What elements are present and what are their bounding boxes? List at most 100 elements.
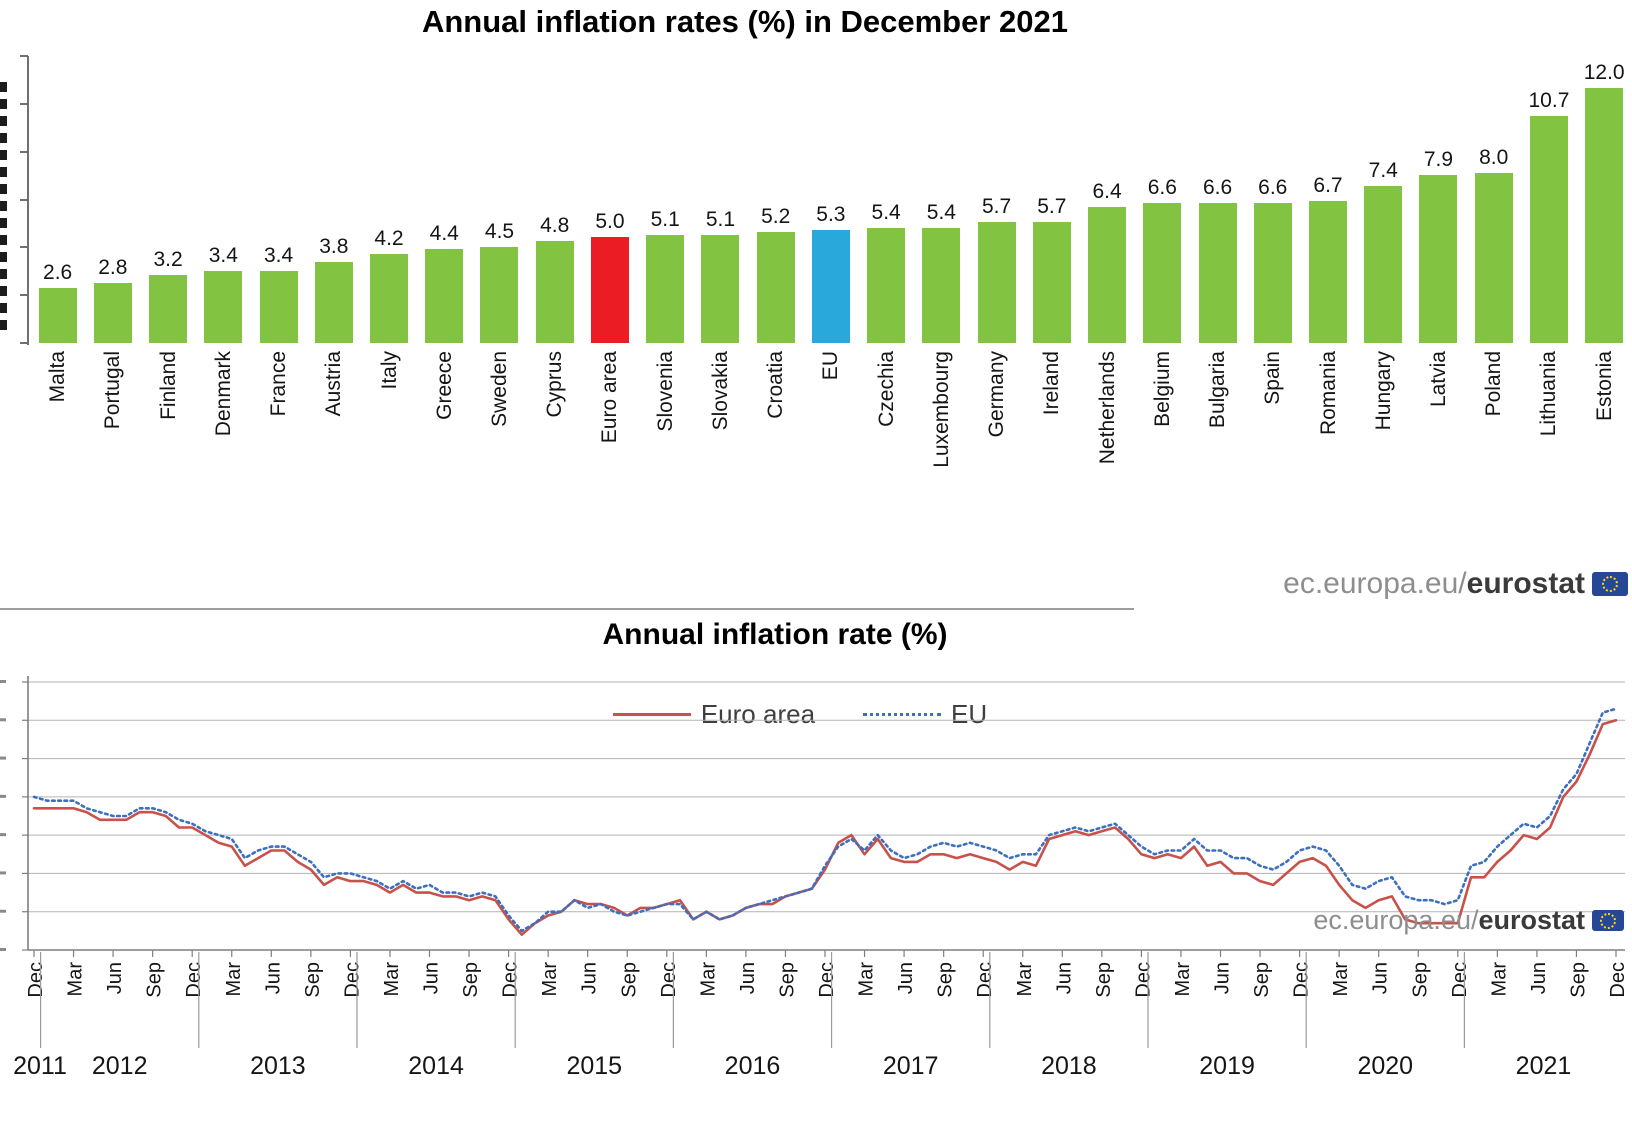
bar-category-label: Netherlands	[1095, 351, 1119, 465]
bar-label-cell: Malta	[30, 351, 85, 402]
bar-category-label: Czechia	[874, 351, 898, 427]
year-label: 2018	[1041, 1052, 1097, 1080]
bar-value-label: 6.4	[1092, 180, 1122, 203]
bar-group-hungary: 7.4	[1356, 159, 1411, 343]
bar	[646, 235, 685, 343]
bar-group-netherlands: 6.4	[1079, 180, 1134, 343]
bar-group-czechia: 5.4	[859, 201, 914, 343]
bar-label-cell: France	[251, 351, 306, 416]
month-label: Jun	[421, 962, 443, 994]
bar-category-label: Belgium	[1150, 351, 1174, 427]
section-divider	[0, 608, 1134, 610]
month-label: Mar	[1330, 962, 1352, 997]
bar-value-label: 4.8	[540, 214, 570, 237]
clipped-y-tick-label	[0, 871, 6, 875]
month-label: Sep	[935, 962, 957, 998]
bar-value-label: 5.7	[982, 195, 1012, 218]
flag-stars-icon	[1602, 576, 1618, 592]
bar-group-ireland: 5.7	[1024, 195, 1079, 343]
bar-group-lithuania: 10.7	[1521, 89, 1576, 343]
bar-value-label: 3.4	[208, 244, 238, 267]
bar-label-cell: Slovakia	[693, 351, 748, 430]
bar-value-label: 12.0	[1583, 61, 1625, 84]
year-label: 2015	[566, 1052, 622, 1080]
bar-label-cell: Sweden	[472, 351, 527, 427]
year-label: 2013	[250, 1052, 306, 1080]
month-label: Jun	[262, 962, 284, 994]
bar-value-label: 4.4	[429, 222, 459, 245]
bar	[590, 237, 629, 343]
bar-category-label: France	[267, 351, 291, 417]
bar-category-labels: Malta Portugal Finland Denmark France Austria…	[30, 351, 1632, 468]
month-label: Dec	[500, 962, 522, 998]
year-label: 2019	[1199, 1052, 1255, 1080]
month-label: Dec	[183, 962, 205, 998]
bar	[314, 262, 353, 343]
bar-category-label: Sweden	[487, 351, 511, 427]
month-label: Mar	[381, 962, 403, 997]
legend-item-euro-area: Euro area	[612, 699, 815, 730]
bar-label-cell: Netherlands	[1079, 351, 1134, 464]
bar-y-axis	[27, 56, 29, 345]
month-label: Dec	[341, 962, 363, 998]
month-label: Dec	[1291, 962, 1313, 998]
chart-legend: Euro area EU	[0, 699, 1600, 730]
bar-value-label: 2.8	[98, 256, 128, 279]
bar-value-label: 5.4	[871, 201, 901, 224]
month-label: Sep	[1251, 962, 1273, 998]
bar	[1309, 201, 1347, 343]
bar-category-label: Austria	[322, 351, 346, 417]
bar	[867, 228, 906, 343]
bar-label-cell: Romania	[1300, 351, 1355, 435]
bar-category-label: Romania	[1316, 351, 1340, 436]
bar-label-cell: Denmark	[196, 351, 251, 436]
month-label: Sep	[1409, 962, 1431, 998]
watermark-url-prefix: ec.europa.eu/	[1313, 905, 1479, 935]
year-label: 2011	[13, 1052, 67, 1080]
legend-label-eu: EU	[951, 699, 988, 729]
bar	[38, 288, 77, 343]
eu-flag-icon	[1592, 572, 1628, 596]
bar-value-label: 4.2	[374, 227, 404, 250]
bar-label-cell: Austria	[306, 351, 361, 416]
bar-group-belgium: 6.6	[1135, 176, 1190, 343]
month-label: Jun	[579, 962, 601, 994]
month-label: Jun	[1370, 962, 1392, 994]
clipped-y-tick-label	[0, 680, 6, 683]
bar	[922, 228, 961, 343]
flag-stars-icon	[1600, 912, 1616, 929]
bar-label-cell: EU	[803, 351, 858, 380]
month-label: Mar	[1172, 962, 1194, 997]
month-label: Jun	[1053, 962, 1075, 994]
bar	[204, 271, 243, 343]
bar-value-label: 2.6	[43, 261, 73, 284]
bar-value-label: 7.9	[1423, 148, 1454, 171]
month-label: Dec	[1449, 962, 1471, 998]
month-label: Sep	[776, 962, 798, 998]
month-label: Jun	[104, 962, 126, 994]
bar	[811, 230, 850, 343]
bar	[1198, 203, 1237, 343]
bar-group-france: 3.4	[251, 244, 306, 343]
bar-category-label: Luxembourg	[929, 351, 953, 468]
eurostat-watermark-inner: ec.europa.eu/eurostat	[1313, 905, 1624, 936]
bar-value-label: 5.3	[816, 203, 846, 226]
bar-value-label: 5.0	[595, 210, 625, 233]
month-label: Mar	[65, 962, 87, 997]
eu-line	[32, 707, 1618, 933]
month-label: Dec	[1132, 962, 1154, 998]
bar-category-label: Germany	[985, 351, 1009, 438]
bar-value-label: 5.2	[761, 205, 791, 228]
clipped-y-tick-label	[0, 948, 6, 951]
bar-category-label: Slovenia	[653, 351, 677, 432]
bar-group-luxembourg: 5.4	[914, 201, 969, 343]
bar-value-label: 6.6	[1202, 176, 1233, 199]
bar-category-label: Spain	[1261, 351, 1285, 405]
bar-label-cell: Croatia	[748, 351, 803, 419]
bar-category-label: Slovakia	[708, 351, 732, 431]
bar	[1529, 116, 1568, 343]
bar-plot: 2.6 2.8 3.2 3.4 3.4 3.8 4.2 4.4 4.5 4.8 5.0 5.1 5.1 5…	[30, 56, 1632, 343]
year-label: 2016	[725, 1052, 781, 1080]
bar-label-cell: Lithuania	[1521, 351, 1576, 436]
bar-category-label: Bulgaria	[1206, 351, 1230, 429]
